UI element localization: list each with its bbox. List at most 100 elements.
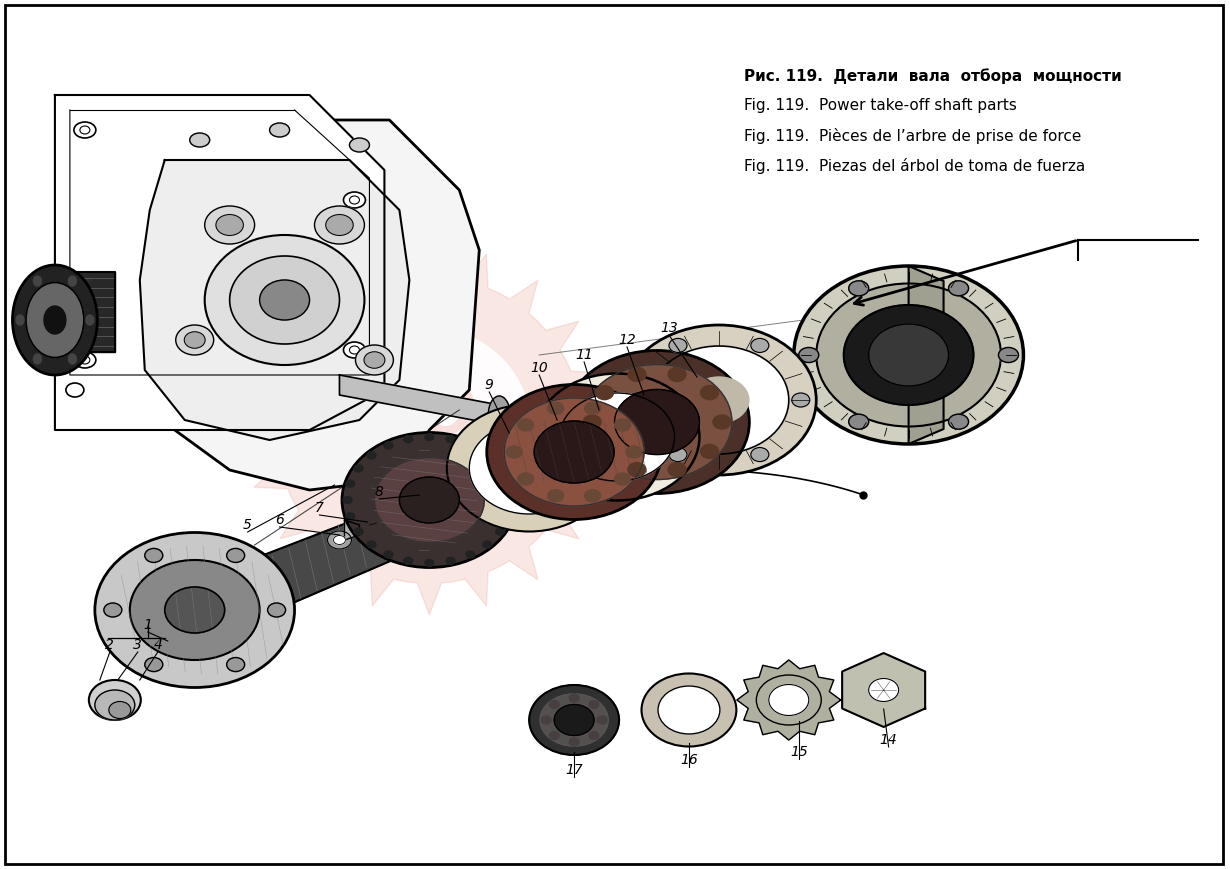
Text: 12: 12	[619, 333, 636, 347]
Polygon shape	[76, 297, 91, 307]
Ellipse shape	[584, 490, 600, 501]
Text: РЕЦЦ: РЕЦЦ	[423, 434, 595, 486]
Ellipse shape	[668, 368, 686, 381]
Ellipse shape	[95, 690, 135, 720]
Polygon shape	[737, 660, 841, 740]
Ellipse shape	[176, 325, 214, 355]
Ellipse shape	[750, 448, 769, 461]
Ellipse shape	[315, 206, 364, 244]
Ellipse shape	[555, 705, 594, 735]
Ellipse shape	[346, 481, 354, 488]
Ellipse shape	[948, 415, 968, 429]
Ellipse shape	[69, 354, 76, 364]
Text: Fig. 119.  Piezas del árbol de toma de fuerza: Fig. 119. Piezas del árbol de toma de fu…	[744, 158, 1085, 174]
Text: Рис. 119.  Детали  вала  отбора  мощности: Рис. 119. Детали вала отбора мощности	[744, 68, 1122, 83]
Ellipse shape	[535, 374, 700, 501]
Ellipse shape	[792, 393, 809, 407]
Ellipse shape	[343, 342, 365, 358]
Ellipse shape	[713, 415, 731, 429]
Ellipse shape	[482, 541, 492, 548]
Ellipse shape	[400, 477, 459, 523]
Ellipse shape	[595, 386, 614, 400]
Ellipse shape	[424, 434, 434, 441]
Ellipse shape	[615, 389, 700, 454]
Ellipse shape	[86, 315, 93, 325]
Ellipse shape	[184, 332, 205, 348]
Ellipse shape	[658, 686, 720, 734]
Ellipse shape	[849, 281, 868, 295]
Ellipse shape	[649, 346, 788, 454]
Text: 7: 7	[315, 501, 323, 515]
Ellipse shape	[66, 383, 84, 397]
Ellipse shape	[446, 404, 611, 532]
Ellipse shape	[384, 442, 392, 449]
Ellipse shape	[507, 496, 515, 503]
Ellipse shape	[108, 701, 130, 719]
Text: 17: 17	[566, 763, 583, 777]
Ellipse shape	[615, 419, 631, 431]
Ellipse shape	[145, 658, 162, 672]
Ellipse shape	[74, 352, 96, 368]
Text: Fig. 119.  Power take-off shaft parts: Fig. 119. Power take-off shaft parts	[744, 98, 1017, 113]
Ellipse shape	[346, 513, 354, 520]
Ellipse shape	[354, 465, 363, 472]
Ellipse shape	[529, 685, 619, 755]
Ellipse shape	[565, 350, 749, 494]
Ellipse shape	[69, 276, 76, 286]
Ellipse shape	[424, 560, 434, 567]
Polygon shape	[75, 286, 91, 296]
Ellipse shape	[504, 513, 513, 520]
Ellipse shape	[669, 448, 686, 461]
Ellipse shape	[948, 281, 968, 295]
Ellipse shape	[584, 402, 600, 415]
Polygon shape	[60, 272, 114, 352]
Ellipse shape	[384, 551, 392, 558]
Text: 13: 13	[661, 321, 678, 335]
Ellipse shape	[629, 462, 646, 476]
Ellipse shape	[74, 122, 96, 138]
Text: 5: 5	[244, 518, 252, 532]
Ellipse shape	[204, 206, 255, 244]
Text: 9: 9	[485, 378, 493, 392]
Ellipse shape	[446, 435, 455, 442]
Ellipse shape	[165, 587, 225, 633]
Ellipse shape	[669, 338, 686, 353]
Ellipse shape	[226, 658, 245, 672]
Text: Fig. 119.  Pièces de l’arbre de prise de force: Fig. 119. Pièces de l’arbre de prise de …	[744, 128, 1081, 144]
Text: 8: 8	[375, 485, 384, 499]
Ellipse shape	[44, 306, 66, 334]
Text: 1: 1	[144, 618, 153, 632]
Ellipse shape	[342, 433, 517, 567]
Ellipse shape	[569, 738, 579, 746]
Ellipse shape	[560, 393, 674, 481]
Ellipse shape	[343, 192, 365, 208]
Ellipse shape	[496, 465, 504, 472]
Ellipse shape	[355, 345, 394, 375]
Text: 14: 14	[879, 733, 898, 747]
Ellipse shape	[343, 496, 352, 503]
Text: 3: 3	[133, 638, 143, 652]
Ellipse shape	[374, 457, 485, 542]
Ellipse shape	[583, 415, 601, 429]
Ellipse shape	[367, 452, 376, 459]
Polygon shape	[220, 468, 504, 628]
Ellipse shape	[364, 352, 385, 368]
Ellipse shape	[496, 528, 504, 535]
Ellipse shape	[589, 732, 599, 740]
Ellipse shape	[466, 551, 475, 558]
Ellipse shape	[504, 398, 645, 506]
Text: 2: 2	[106, 638, 114, 652]
Ellipse shape	[999, 348, 1018, 362]
Ellipse shape	[130, 560, 260, 660]
Ellipse shape	[446, 557, 455, 564]
Polygon shape	[55, 95, 385, 430]
Ellipse shape	[16, 315, 23, 325]
Ellipse shape	[534, 421, 614, 483]
Polygon shape	[77, 330, 91, 340]
Ellipse shape	[621, 325, 817, 475]
Polygon shape	[75, 275, 91, 285]
Ellipse shape	[849, 415, 868, 429]
Ellipse shape	[793, 266, 1023, 444]
Ellipse shape	[629, 368, 646, 381]
Ellipse shape	[750, 338, 769, 353]
